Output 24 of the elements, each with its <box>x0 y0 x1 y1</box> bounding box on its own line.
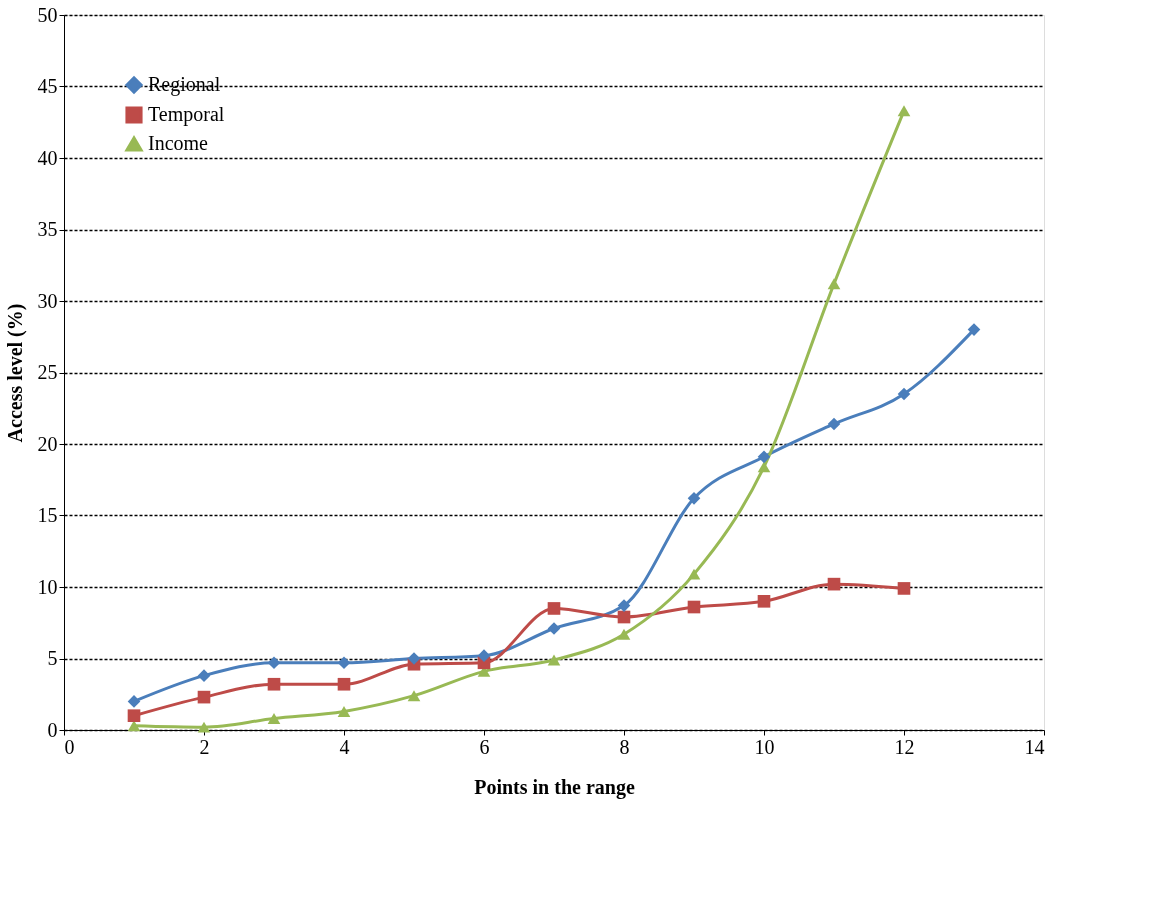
legend-label: Temporal <box>148 103 225 126</box>
x-tick-label: 6 <box>479 735 490 758</box>
x-tick-label: 12 <box>894 735 915 758</box>
y-tick-label: 10 <box>37 575 58 598</box>
y-tick-label: 30 <box>37 289 58 312</box>
y-tick-label: 40 <box>37 146 58 169</box>
legend-label: Income <box>148 132 209 154</box>
x-axis-title: Points in the range <box>474 775 635 799</box>
y-tick-label: 50 <box>37 3 58 26</box>
y-tick-label: 15 <box>37 504 58 526</box>
legend-label: Regional <box>148 73 221 96</box>
y-axis-title: Access level (%) <box>3 303 27 443</box>
y-tick-label: 20 <box>37 432 58 455</box>
y-tick-label: 5 <box>47 647 58 669</box>
y-tick-label: 25 <box>37 361 58 383</box>
x-tick-label: 4 <box>339 735 350 758</box>
x-tick-label: 14 <box>1024 735 1045 758</box>
y-tick-label: 45 <box>37 75 58 97</box>
y-tick-label: 35 <box>37 218 58 240</box>
x-tick-label: 0 <box>64 735 75 758</box>
x-tick-label: 10 <box>754 735 775 758</box>
y-tick-label: 0 <box>47 718 58 741</box>
x-tick-label: 2 <box>199 735 210 758</box>
x-tick-label: 8 <box>619 735 630 758</box>
